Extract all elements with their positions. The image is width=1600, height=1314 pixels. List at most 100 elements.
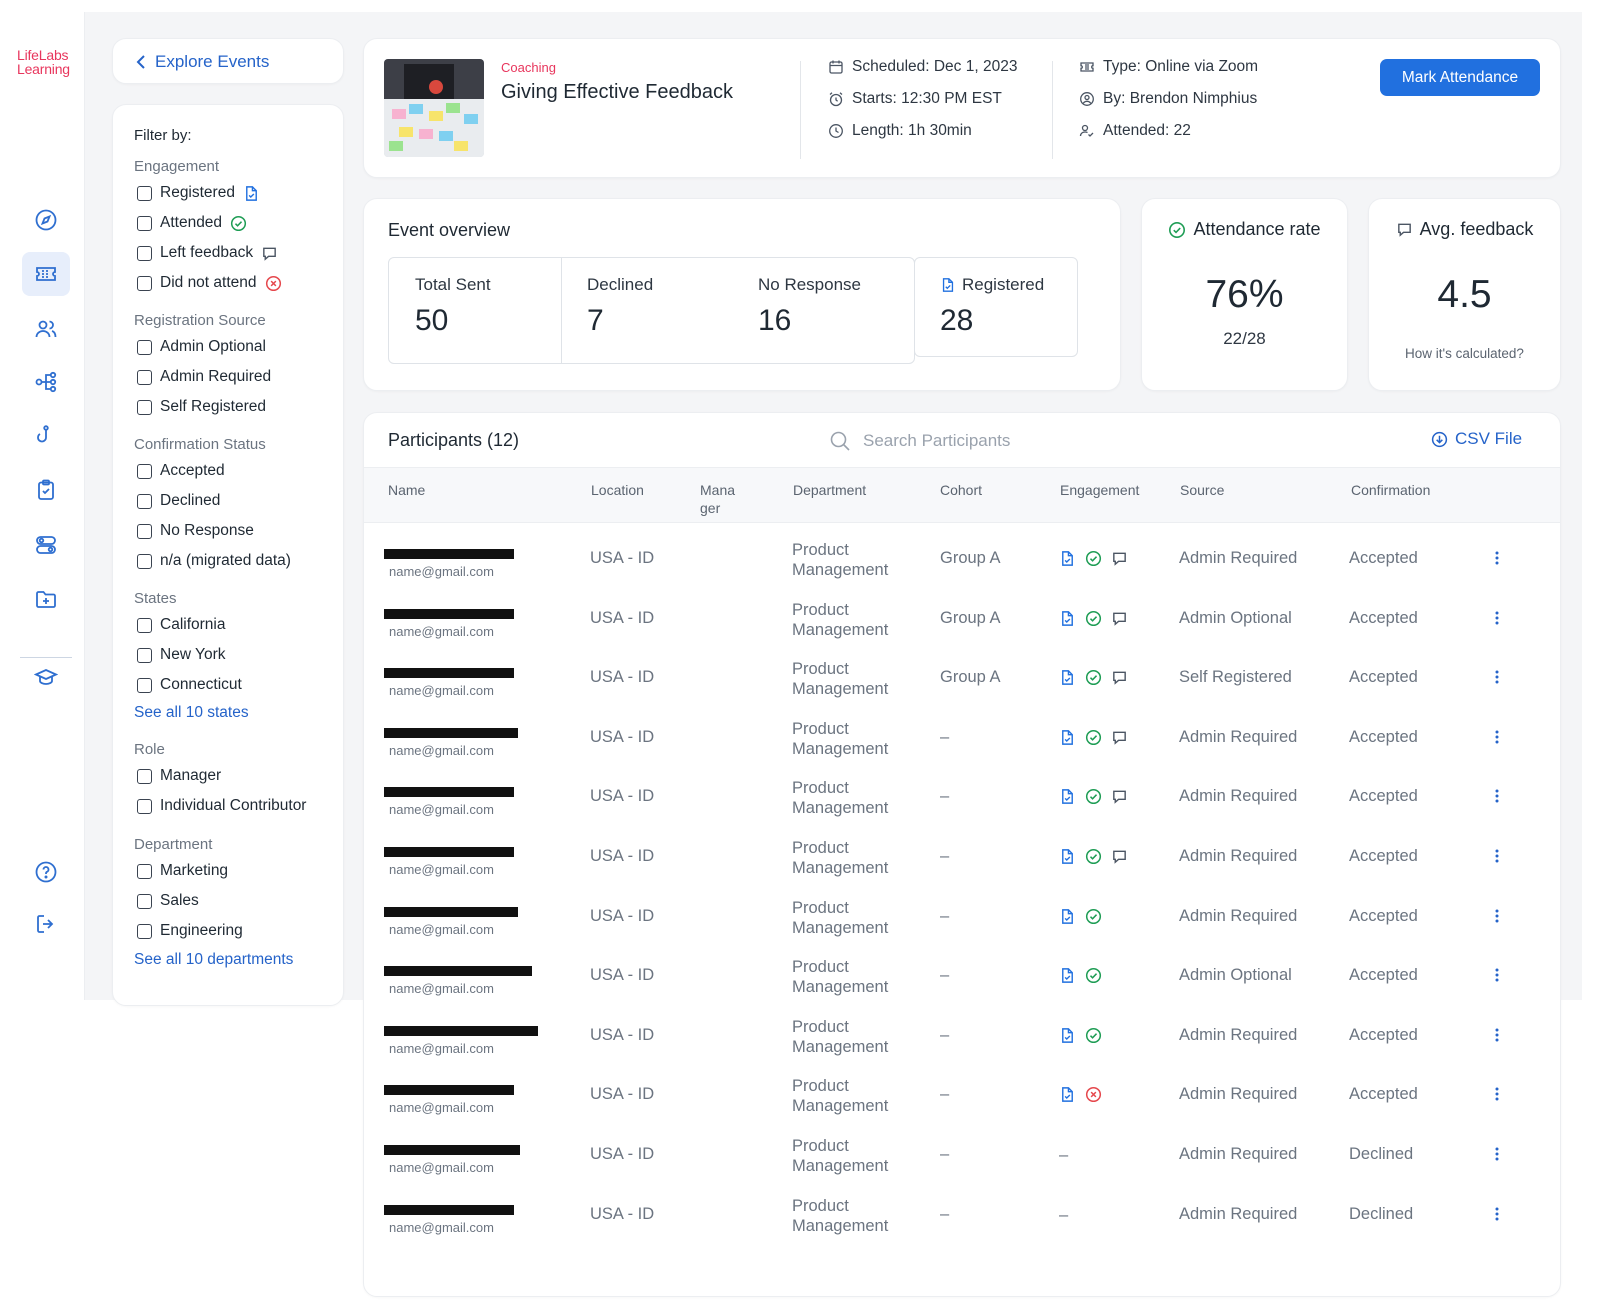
participants-card: Participants (12) CSV File Name Location… <box>363 412 1561 1297</box>
checkbox[interactable] <box>137 523 152 539</box>
back-link-label: Explore Events <box>155 52 270 71</box>
participant-source: Admin Required <box>1179 1204 1298 1223</box>
table-row[interactable]: name@gmail.com USA - ID Product Management –… <box>364 1005 1560 1066</box>
checkbox[interactable] <box>137 677 152 693</box>
filter-self-registered[interactable]: Self Registered <box>137 398 266 416</box>
nav-logout[interactable] <box>22 902 70 946</box>
participant-cohort: Group A <box>940 668 1001 687</box>
table-row[interactable]: name@gmail.com USA - ID Product Management –… <box>364 1184 1560 1245</box>
filter-left-feedback[interactable]: Left feedback <box>137 244 278 262</box>
nav-hooks[interactable] <box>22 414 70 458</box>
attended-icon <box>1085 550 1102 567</box>
checkbox[interactable] <box>137 463 152 479</box>
col-location[interactable]: Location <box>591 482 644 498</box>
folder-plus-icon <box>36 591 56 608</box>
table-row[interactable]: name@gmail.com USA - ID Product Management G… <box>364 588 1560 649</box>
checkbox[interactable] <box>137 399 152 415</box>
not-attended-icon <box>265 275 282 292</box>
checkbox[interactable] <box>137 923 152 939</box>
filter-declined[interactable]: Declined <box>137 492 220 510</box>
row-menu-button[interactable] <box>1488 546 1506 570</box>
checkbox[interactable] <box>137 863 152 879</box>
nav-files[interactable] <box>22 577 70 621</box>
back-link[interactable]: Explore Events <box>135 52 269 72</box>
col-name[interactable]: Name <box>388 482 426 498</box>
filter-accepted[interactable]: Accepted <box>137 462 225 480</box>
checkbox[interactable] <box>137 798 152 814</box>
col-engagement[interactable]: Engagement <box>1060 482 1140 498</box>
filter-no-response[interactable]: No Response <box>137 522 254 540</box>
row-menu-button[interactable] <box>1488 784 1506 808</box>
filter-sales[interactable]: Sales <box>137 892 199 910</box>
table-row[interactable]: name@gmail.com USA - ID Product Management –… <box>364 1064 1560 1125</box>
checkbox[interactable] <box>137 647 152 663</box>
filter-marketing[interactable]: Marketing <box>137 862 228 880</box>
col-manager[interactable]: Mana ger <box>700 482 736 516</box>
row-menu-button[interactable] <box>1488 1082 1506 1106</box>
filter-new-york[interactable]: New York <box>137 646 225 664</box>
checkbox[interactable] <box>137 553 152 569</box>
table-row[interactable]: name@gmail.com USA - ID Product Management –… <box>364 707 1560 768</box>
table-row[interactable]: name@gmail.com USA - ID Product Management –… <box>364 766 1560 827</box>
checkbox[interactable] <box>137 617 152 633</box>
checkbox[interactable] <box>137 768 152 784</box>
table-row[interactable]: name@gmail.com USA - ID Product Management G… <box>364 528 1560 589</box>
nav-events[interactable] <box>22 252 70 296</box>
filter-manager[interactable]: Manager <box>137 767 221 785</box>
filter-admin-required[interactable]: Admin Required <box>137 368 271 386</box>
filter-connecticut[interactable]: Connecticut <box>137 676 242 694</box>
row-menu-button[interactable] <box>1488 904 1506 928</box>
filter-california[interactable]: California <box>137 616 225 634</box>
nav-explore[interactable] <box>22 198 70 242</box>
row-menu-button[interactable] <box>1488 963 1506 987</box>
checkbox[interactable] <box>137 339 152 355</box>
row-menu-button[interactable] <box>1488 844 1506 868</box>
table-row[interactable]: name@gmail.com USA - ID Product Management –… <box>364 1124 1560 1185</box>
checkbox[interactable] <box>137 185 152 201</box>
csv-download-button[interactable]: CSV File <box>1431 429 1522 449</box>
col-confirmation[interactable]: Confirmation <box>1351 482 1431 498</box>
nav-learning[interactable] <box>22 655 70 699</box>
table-row[interactable]: name@gmail.com USA - ID Product Management –… <box>364 886 1560 947</box>
redacted-name <box>384 549 514 559</box>
filter-attended[interactable]: Attended <box>137 214 247 232</box>
nav-programs[interactable] <box>22 360 70 404</box>
row-menu-button[interactable] <box>1488 665 1506 689</box>
filter-did-not-attend[interactable]: Did not attend <box>137 274 282 292</box>
filter-admin-optional[interactable]: Admin Optional <box>137 338 266 356</box>
table-row[interactable]: name@gmail.com USA - ID Product Management –… <box>364 945 1560 1006</box>
table-row[interactable]: name@gmail.com USA - ID Product Management –… <box>364 826 1560 887</box>
nav-help[interactable] <box>22 850 70 894</box>
filter-registered[interactable]: Registered <box>137 184 260 202</box>
row-menu-button[interactable] <box>1488 725 1506 749</box>
participant-source: Admin Required <box>1179 727 1298 746</box>
col-department[interactable]: Department <box>793 482 867 498</box>
lifelabs-logo[interactable]: LifeLabs Learning <box>17 47 70 77</box>
nav-settings[interactable] <box>22 523 70 567</box>
table-row[interactable]: name@gmail.com USA - ID Product Management G… <box>364 647 1560 708</box>
checkbox[interactable] <box>137 275 152 291</box>
see-all-departments-link[interactable]: See all 10 departments <box>134 951 294 968</box>
filter-individual-contributor[interactable]: Individual Contributor <box>137 797 306 815</box>
nav-people[interactable] <box>22 307 70 351</box>
col-source[interactable]: Source <box>1180 482 1225 498</box>
checkbox[interactable] <box>137 493 152 509</box>
how-calculated-link[interactable]: How it's calculated? <box>1405 346 1524 361</box>
row-menu-button[interactable] <box>1488 1202 1506 1226</box>
checkbox[interactable] <box>137 215 152 231</box>
row-menu-button[interactable] <box>1488 606 1506 630</box>
row-menu-button[interactable] <box>1488 1023 1506 1047</box>
stat-registered: Registered 28 <box>940 275 1045 337</box>
search-input[interactable] <box>863 431 1123 451</box>
checkbox[interactable] <box>137 893 152 909</box>
checkbox[interactable] <box>137 245 152 261</box>
nav-tasks[interactable] <box>22 468 70 512</box>
col-cohort[interactable]: Cohort <box>940 482 983 498</box>
filter-engineering[interactable]: Engineering <box>137 922 243 940</box>
row-menu-button[interactable] <box>1488 1142 1506 1166</box>
mark-attendance-button[interactable]: Mark Attendance <box>1380 59 1540 96</box>
see-all-states-link[interactable]: See all 10 states <box>134 704 249 721</box>
participant-search[interactable] <box>829 428 1159 454</box>
checkbox[interactable] <box>137 369 152 385</box>
filter-na-migrated[interactable]: n/a (migrated data) <box>137 552 291 570</box>
